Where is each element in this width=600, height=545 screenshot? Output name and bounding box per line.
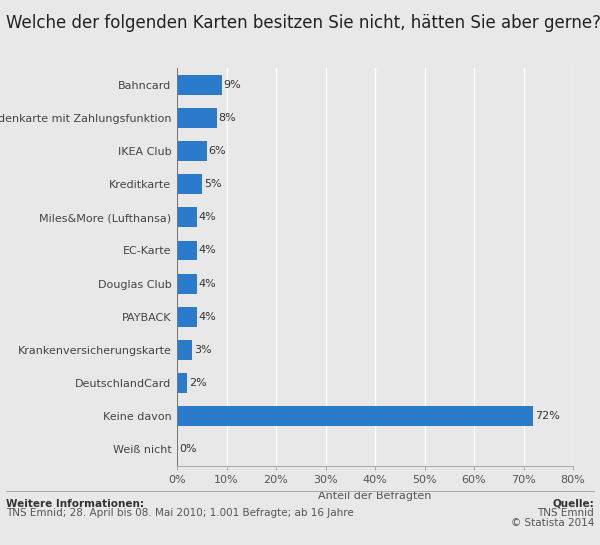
Bar	[177, 240, 197, 261]
Text: 0%: 0%	[179, 444, 197, 455]
Bar	[177, 373, 187, 393]
Text: TNS Emnid: TNS Emnid	[537, 508, 594, 518]
Bar	[177, 108, 217, 128]
Bar	[177, 207, 197, 227]
Text: © Statista 2014: © Statista 2014	[511, 518, 594, 528]
Bar	[177, 75, 221, 95]
Text: 3%: 3%	[194, 345, 211, 355]
Bar	[177, 307, 197, 326]
Text: 4%: 4%	[199, 312, 217, 322]
Bar	[177, 174, 202, 194]
Text: 9%: 9%	[224, 80, 241, 90]
Text: 4%: 4%	[199, 278, 217, 289]
Text: 72%: 72%	[535, 411, 560, 421]
Text: Weitere Informationen:: Weitere Informationen:	[6, 499, 144, 508]
Text: 8%: 8%	[218, 113, 236, 123]
Text: Quelle:: Quelle:	[552, 499, 594, 508]
X-axis label: Anteil der Befragten: Anteil der Befragten	[319, 490, 431, 500]
Text: Welche der folgenden Karten besitzen Sie nicht, hätten Sie aber gerne?: Welche der folgenden Karten besitzen Sie…	[6, 14, 600, 32]
Text: 6%: 6%	[209, 146, 226, 156]
Bar	[177, 274, 197, 294]
Text: TNS Emnid; 28. April bis 08. Mai 2010; 1.001 Befragte; ab 16 Jahre: TNS Emnid; 28. April bis 08. Mai 2010; 1…	[6, 508, 354, 518]
Bar	[177, 141, 206, 161]
Text: 2%: 2%	[189, 378, 206, 388]
Bar	[177, 407, 533, 426]
Text: 5%: 5%	[204, 179, 221, 189]
Bar	[177, 340, 192, 360]
Text: 4%: 4%	[199, 245, 217, 256]
Text: 4%: 4%	[199, 213, 217, 222]
